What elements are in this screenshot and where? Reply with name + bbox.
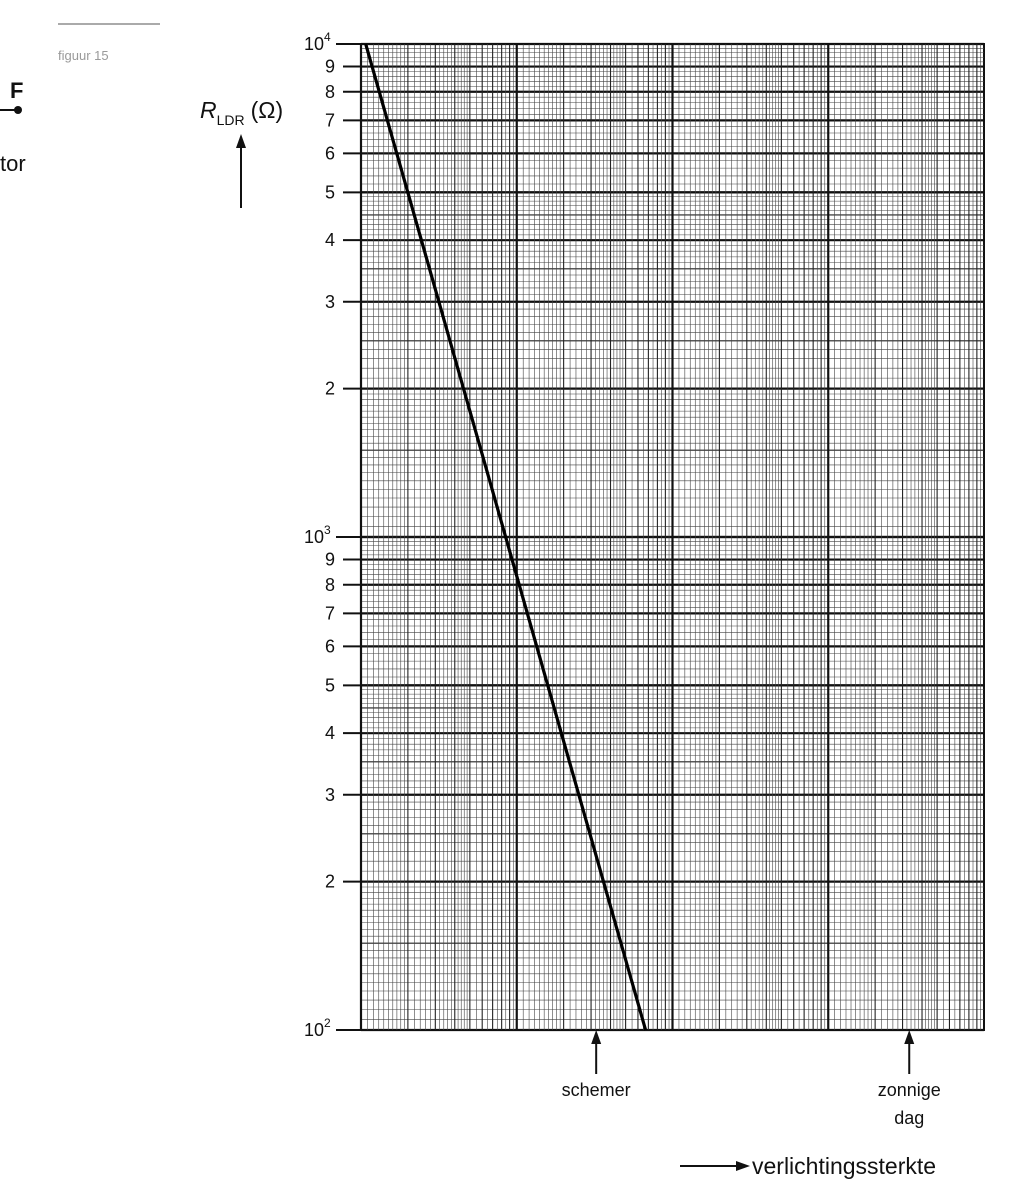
annotation-label: zonnige bbox=[878, 1080, 941, 1100]
x-axis-label: verlichtingssterkte bbox=[752, 1153, 936, 1179]
y-tick-label: 4 bbox=[325, 230, 335, 250]
y-axis-symbol: R bbox=[200, 97, 217, 123]
y-axis-subscript: LDR bbox=[217, 112, 245, 128]
y-axis-arrowhead bbox=[236, 134, 246, 148]
chart-grid bbox=[359, 42, 985, 1032]
y-tick-label: 104 bbox=[304, 30, 331, 54]
annotation-label: dag bbox=[894, 1108, 924, 1128]
y-axis-label: RLDR (Ω) bbox=[200, 97, 283, 128]
y-tick-label: 5 bbox=[325, 675, 335, 695]
y-tick-label: 3 bbox=[325, 785, 335, 805]
annotations: schemer zonnige dag bbox=[562, 1030, 941, 1128]
y-tick-label: 9 bbox=[325, 57, 335, 77]
y-tick-label: 5 bbox=[325, 182, 335, 202]
x-axis-arrowhead bbox=[736, 1161, 750, 1171]
y-axis-unit: (Ω) bbox=[251, 97, 284, 123]
y-tick-label: 8 bbox=[325, 575, 335, 595]
series-line bbox=[364, 43, 648, 1031]
y-tick-label: 6 bbox=[325, 143, 335, 163]
y-tick-label: 8 bbox=[325, 82, 335, 102]
y-tick-label: 103 bbox=[304, 523, 331, 547]
side-node-dot bbox=[14, 106, 22, 114]
side-word: tor bbox=[0, 151, 26, 176]
y-tick-label: 2 bbox=[325, 872, 335, 892]
y-tick-label: 9 bbox=[325, 550, 335, 570]
annotation-arrowhead bbox=[591, 1030, 602, 1044]
y-tick-label: 7 bbox=[325, 110, 335, 130]
figure-label: figuur 15 bbox=[58, 48, 109, 63]
y-tick-label: 7 bbox=[325, 603, 335, 623]
annotation-arrowhead bbox=[904, 1030, 915, 1044]
y-tick-label: 6 bbox=[325, 636, 335, 656]
y-tick-label: 4 bbox=[325, 723, 335, 743]
y-tick-label: 3 bbox=[325, 292, 335, 312]
annotation-label: schemer bbox=[562, 1080, 631, 1100]
side-letter: F bbox=[10, 78, 23, 103]
y-tick-labels: 102 103 104 2 3 4 5 6 7 8 9 2 3 4 5 6 7 8 9 bbox=[304, 30, 361, 1040]
series-layer bbox=[364, 43, 648, 1031]
y-tick-label: 102 bbox=[304, 1016, 331, 1040]
y-tick-label: 2 bbox=[325, 379, 335, 399]
